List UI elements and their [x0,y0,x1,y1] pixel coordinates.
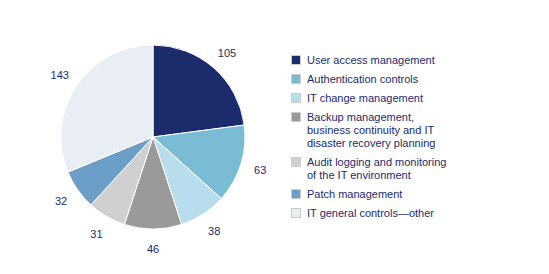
html-text:Audit logging and monitoring: Audit logging and monitoring [307,156,447,168]
svg-text:46: 46 [147,243,159,255]
html-text:User access management: User access management [307,54,435,66]
svg-text:105: 105 [218,47,236,59]
svg-text:31: 31 [90,228,102,240]
html-text:Authentication controls: Authentication controls [307,73,419,85]
html-text:Backup management,: Backup management, [307,111,414,123]
svg-text:143: 143 [51,69,69,81]
svg-text:32: 32 [55,195,67,207]
html-text:of the IT environment: of the IT environment [307,169,411,181]
html-text:IT change management: IT change management [307,92,423,104]
html-text:business continuity and IT: business continuity and IT [307,124,435,136]
html-text:disaster recovery planning: disaster recovery planning [307,137,436,149]
svg-text:38: 38 [208,225,220,237]
html-text:Patch management: Patch management [307,188,403,200]
html-text:IT general controls—other: IT general controls—other [307,207,434,219]
svg-text:63: 63 [254,164,266,176]
